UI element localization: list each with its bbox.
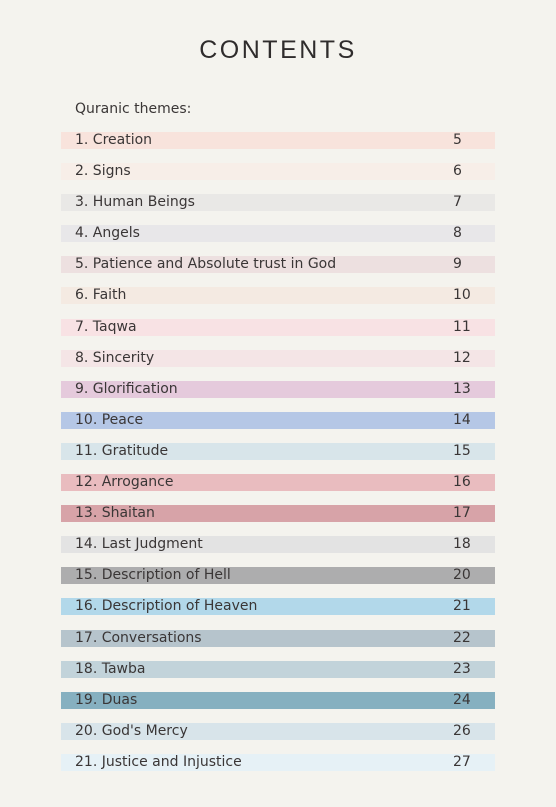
toc-entry-page: 14 xyxy=(453,411,471,428)
toc-entry-page: 6 xyxy=(453,163,462,180)
toc-entry-title: 5. Patience and Absolute trust in God xyxy=(75,256,337,273)
toc-entry[interactable]: 19. Duas 24 xyxy=(61,691,495,709)
toc-entry-page: 8 xyxy=(453,225,462,242)
toc-entry[interactable]: 20. God's Mercy 26 xyxy=(61,722,495,740)
toc-entry[interactable]: 4. Angels 8 xyxy=(61,225,495,243)
toc-entry[interactable]: 14. Last Judgment 18 xyxy=(61,536,495,554)
toc-entry[interactable]: 15. Description of Hell 20 xyxy=(61,567,495,585)
section-label: Quranic themes: xyxy=(75,101,192,117)
toc-entry-page: 22 xyxy=(453,629,471,646)
toc-entry[interactable]: 6. Faith 10 xyxy=(61,287,495,305)
toc-entry-title: 19. Duas xyxy=(75,691,138,708)
toc-entry-title: 9. Glorification xyxy=(75,380,178,397)
toc-entry-title: 16. Description of Heaven xyxy=(75,598,258,615)
toc-entry[interactable]: 2. Signs 6 xyxy=(61,163,495,181)
toc-entry[interactable]: 7. Taqwa 11 xyxy=(61,318,495,336)
toc-entry[interactable]: 9. Glorification 13 xyxy=(61,380,495,398)
toc-entry[interactable]: 10. Peace 14 xyxy=(61,411,495,429)
toc-entry-page: 10 xyxy=(453,287,471,304)
toc-entry-page: 16 xyxy=(453,474,471,491)
toc-entry[interactable]: 11. Gratitude 15 xyxy=(61,442,495,460)
toc-entry-title: 8. Sincerity xyxy=(75,349,155,366)
toc-entry[interactable]: 5. Patience and Absolute trust in God 9 xyxy=(61,256,495,274)
toc-entry-page: 23 xyxy=(453,660,471,677)
toc-entry-title: 12. Arrogance xyxy=(75,474,174,491)
toc-entry-title: 14. Last Judgment xyxy=(75,536,203,553)
toc-entry[interactable]: 16. Description of Heaven 21 xyxy=(61,598,495,616)
toc-entry-title: 17. Conversations xyxy=(75,629,202,646)
toc-entry-title: 11. Gratitude xyxy=(75,442,169,459)
toc-entry[interactable]: 3. Human Beings 7 xyxy=(61,194,495,212)
toc-entry-title: 13. Shaitan xyxy=(75,505,155,522)
toc-entry-page: 12 xyxy=(453,349,471,366)
toc-entry-title: 15. Description of Hell xyxy=(75,567,231,584)
toc-entry[interactable]: 13. Shaitan 17 xyxy=(61,505,495,523)
table-of-contents: 1. Creation 5 2. Signs 6 3. Human Beings 7 4. … xyxy=(61,132,495,785)
toc-entry-page: 24 xyxy=(453,691,471,708)
toc-entry-title: 20. God's Mercy xyxy=(75,722,188,739)
toc-entry-page: 9 xyxy=(453,256,462,273)
toc-entry-title: 18. Tawba xyxy=(75,660,146,677)
toc-entry-page: 7 xyxy=(453,194,462,211)
toc-entry-page: 17 xyxy=(453,505,471,522)
toc-entry-title: 2. Signs xyxy=(75,163,131,180)
toc-entry-page: 21 xyxy=(453,598,471,615)
toc-entry-title: 21. Justice and Injustice xyxy=(75,753,242,770)
toc-entry-title: 6. Faith xyxy=(75,287,127,304)
toc-entry[interactable]: 21. Justice and Injustice 27 xyxy=(61,753,495,771)
toc-entry-page: 20 xyxy=(453,567,471,584)
toc-entry[interactable]: 1. Creation 5 xyxy=(61,132,495,149)
toc-entry-page: 5 xyxy=(453,132,462,148)
toc-entry-title: 3. Human Beings xyxy=(75,194,195,211)
toc-entry-title: 4. Angels xyxy=(75,225,140,242)
toc-entry-page: 26 xyxy=(453,722,471,739)
toc-entry[interactable]: 17. Conversations 22 xyxy=(61,629,495,647)
toc-entry[interactable]: 18. Tawba 23 xyxy=(61,660,495,678)
toc-entry-page: 15 xyxy=(453,442,471,459)
toc-entry-title: 7. Taqwa xyxy=(75,318,137,335)
toc-entry-page: 13 xyxy=(453,380,471,397)
toc-entry[interactable]: 12. Arrogance 16 xyxy=(61,474,495,492)
page-title: CONTENTS xyxy=(199,36,357,64)
toc-entry-page: 18 xyxy=(453,536,471,553)
toc-entry-title: 10. Peace xyxy=(75,411,144,428)
toc-entry-page: 11 xyxy=(453,318,471,335)
toc-entry-title: 1. Creation xyxy=(75,132,153,148)
toc-entry[interactable]: 8. Sincerity 12 xyxy=(61,349,495,367)
toc-entry-page: 27 xyxy=(453,753,471,770)
